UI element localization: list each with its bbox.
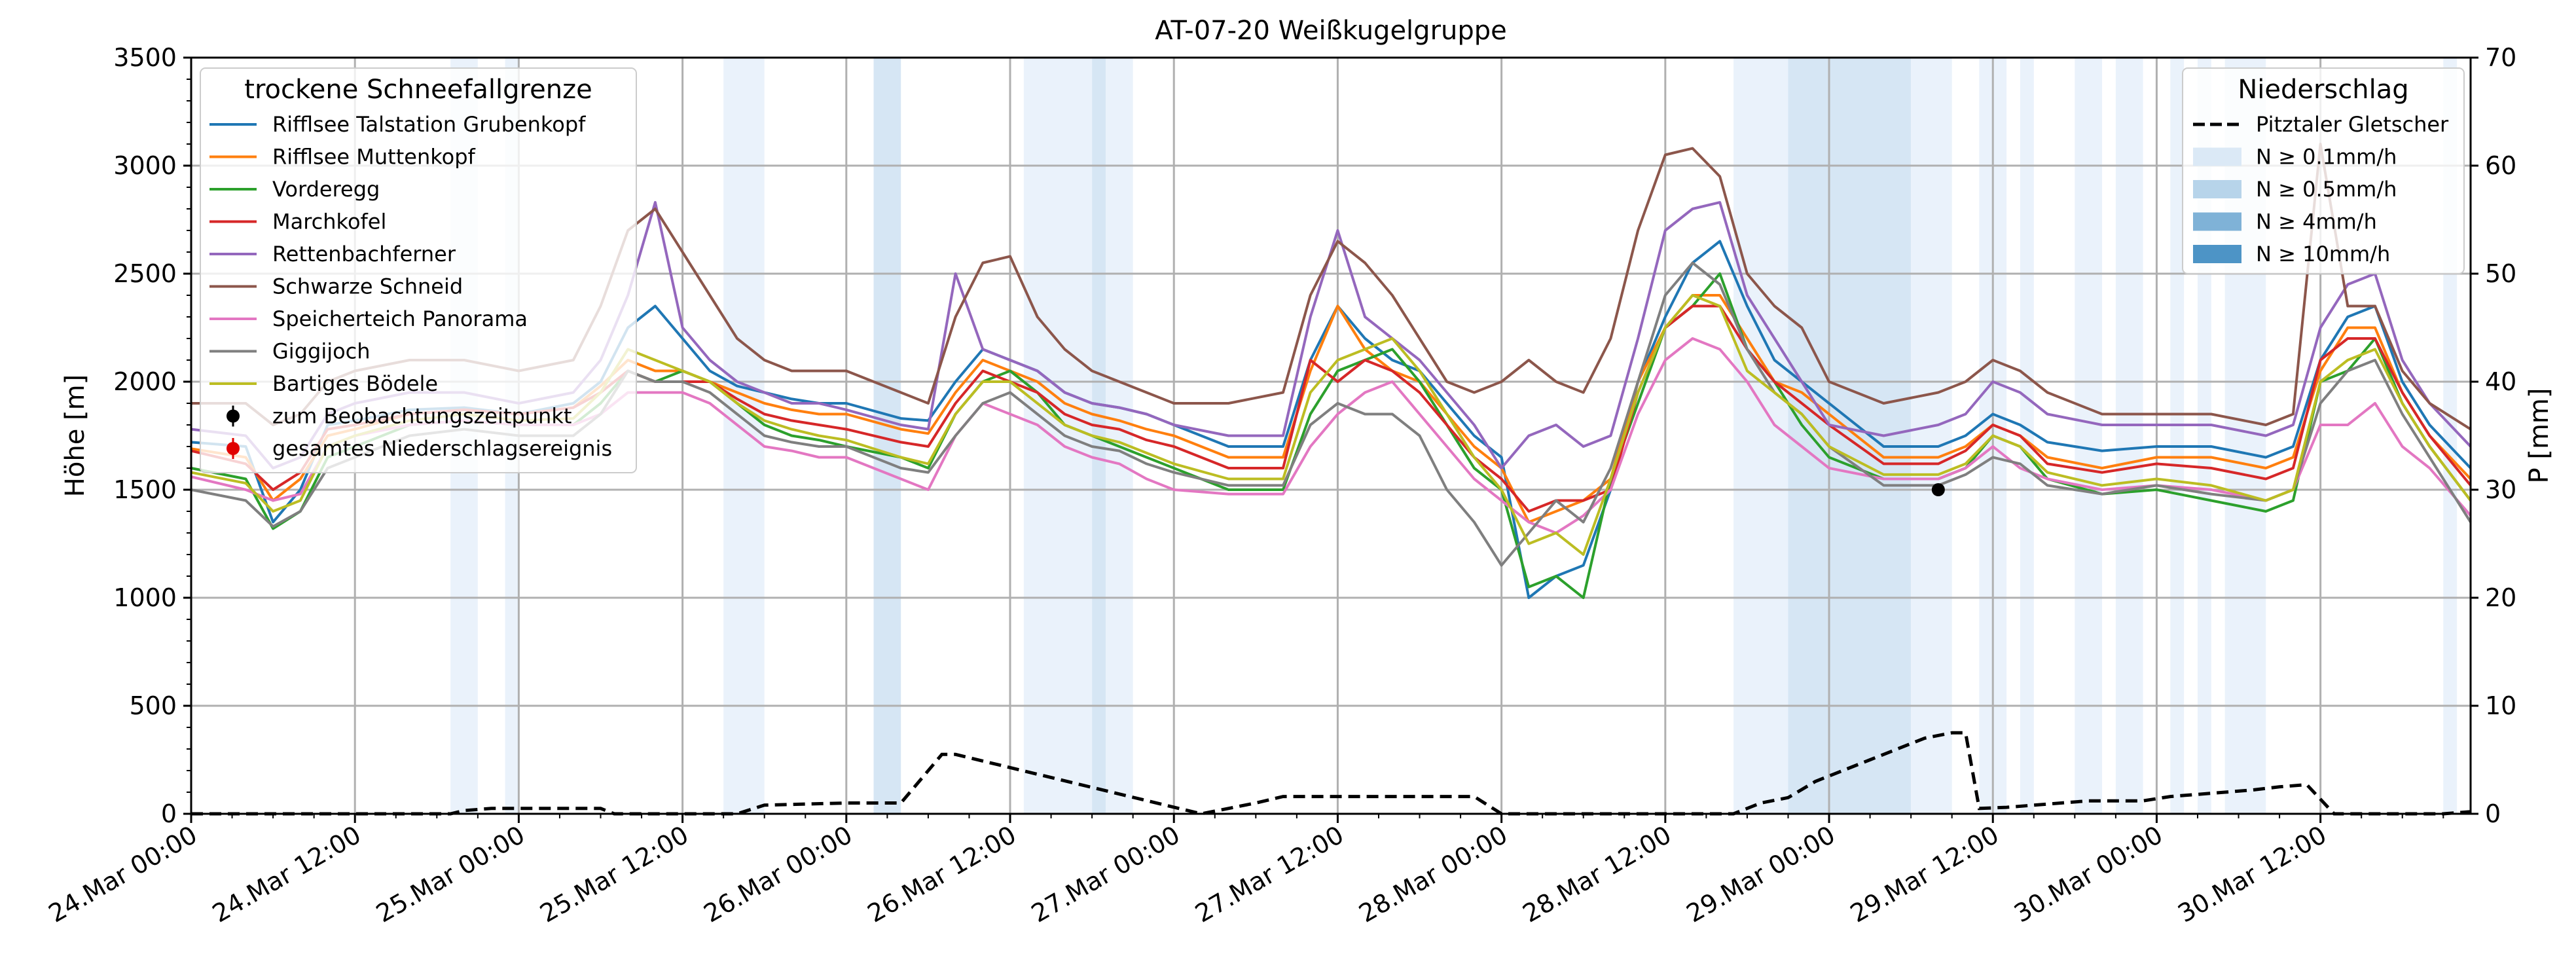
series-line xyxy=(190,201,2472,469)
legend-precip-label: Pitztaler Gletscher xyxy=(2256,112,2449,137)
legend-right: Niederschlag Pitztaler Gletscher N ≥ 0.1m… xyxy=(2182,67,2465,274)
y-tick-label: 2000 xyxy=(113,367,177,396)
legend-right-box xyxy=(2182,67,2465,274)
y-tick-label: 3000 xyxy=(113,151,177,180)
legend-label: Rettenbachferner xyxy=(272,242,456,266)
legend-label: Schwarze Schneid xyxy=(272,274,463,299)
series-line xyxy=(190,240,2472,599)
precip-line xyxy=(191,731,2471,816)
precip-band xyxy=(1092,58,1106,814)
legend-band-swatch xyxy=(2193,147,2241,166)
legend-obs-label: zum Beobachtungszeitpunkt xyxy=(272,404,571,429)
legend-band-swatch xyxy=(2193,180,2241,198)
legend-obs-marker xyxy=(227,409,240,423)
series-line xyxy=(190,294,2472,556)
y-tick-label: 2500 xyxy=(113,259,177,288)
legend-band-swatch xyxy=(2193,212,2241,231)
precip-series-line xyxy=(191,731,2471,816)
y2-tick-label: 60 xyxy=(2485,151,2516,180)
y-tick-label: 0 xyxy=(161,799,177,828)
legend-label: Giggijoch xyxy=(272,339,371,364)
legend-band-swatch xyxy=(2193,245,2241,263)
legend-left-box xyxy=(200,67,637,473)
legend-label: Marchkofel xyxy=(272,210,386,234)
y-axis-label: Höhe [m] xyxy=(60,374,90,497)
legend-band-label: N ≥ 4mm/h xyxy=(2256,210,2377,234)
series-line xyxy=(190,294,2472,524)
precip-band xyxy=(1733,58,1788,814)
precip-band xyxy=(1023,58,1093,814)
legend-label: Bartiges Bödele xyxy=(272,371,438,396)
precip-band xyxy=(2075,58,2103,814)
y2-tick-label: 0 xyxy=(2485,799,2501,828)
precip-band xyxy=(1911,58,1952,814)
plot-frame xyxy=(190,56,2472,815)
precip-band xyxy=(2020,58,2034,814)
legend-label: Vorderegg xyxy=(272,177,380,202)
series-line xyxy=(191,143,2472,431)
y-tick-label: 1000 xyxy=(113,583,177,612)
legend-left: trockene Schneefallgrenze Rifflsee Talst… xyxy=(200,67,637,473)
legend-left-title: trockene Schneefallgrenze xyxy=(244,75,592,105)
legend-label: Rifflsee Talstation Grubenkopf xyxy=(272,112,586,137)
legend-band-label: N ≥ 0.5mm/h xyxy=(2256,177,2397,202)
series-line xyxy=(190,261,2472,567)
precip-band xyxy=(723,58,765,814)
y-tick-label: 3500 xyxy=(113,43,177,72)
precip-band xyxy=(1105,58,1133,814)
precip-band xyxy=(2170,58,2185,814)
y2-tick-label: 20 xyxy=(2485,583,2516,612)
legend-label: Rifflsee Muttenkopf xyxy=(272,145,476,170)
legend-event-label: gesamtes Niederschlagsereignis xyxy=(272,436,612,461)
y2-tick-label: 30 xyxy=(2485,475,2516,504)
observation-point xyxy=(1931,483,1945,496)
legend-band-label: N ≥ 10mm/h xyxy=(2256,242,2390,266)
y2-axis-label: P [mm] xyxy=(2524,388,2554,484)
snowfall-lines xyxy=(190,143,2472,599)
legend-right-title: Niederschlag xyxy=(2238,75,2408,105)
legend-event-marker xyxy=(227,442,240,455)
y2-tick-label: 50 xyxy=(2485,259,2516,288)
y2-tick-label: 70 xyxy=(2485,43,2516,72)
y2-tick-label: 10 xyxy=(2485,691,2516,720)
precip-band xyxy=(1788,58,1830,814)
legend-band-label: N ≥ 0.1mm/h xyxy=(2256,145,2397,170)
y-tick-label: 500 xyxy=(129,691,177,720)
y-tick-label: 1500 xyxy=(113,475,177,504)
observation-marker xyxy=(1931,483,1945,496)
precip-band xyxy=(2115,58,2143,814)
legend-label: Speicherteich Panorama xyxy=(272,306,528,331)
chart-title: AT-07-20 Weißkugelgruppe xyxy=(1155,16,1507,46)
y2-tick-label: 40 xyxy=(2485,367,2516,396)
